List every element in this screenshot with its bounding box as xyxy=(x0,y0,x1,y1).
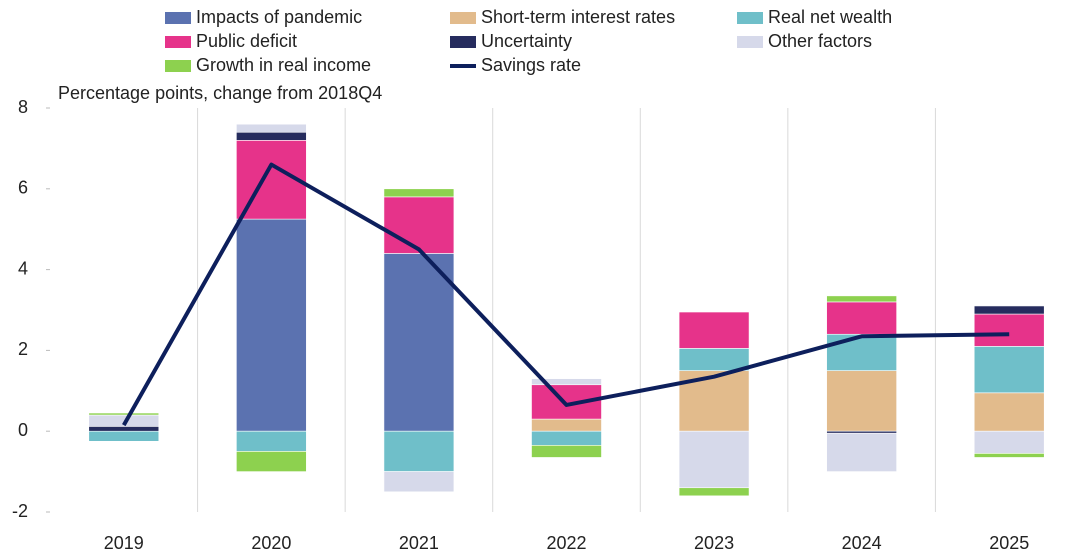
x-tick-label: 2021 xyxy=(399,533,439,553)
bar-segment xyxy=(383,471,455,493)
bar-segment xyxy=(88,430,160,442)
bar-segment xyxy=(383,253,455,432)
legend-label: Short-term interest rates xyxy=(481,7,675,27)
bar-segment xyxy=(531,378,602,386)
bar-segment xyxy=(678,311,750,349)
bar-segment xyxy=(826,301,897,335)
legend-swatch xyxy=(450,12,476,24)
bar-segment xyxy=(531,445,602,458)
bar-segment xyxy=(678,430,750,489)
legend-swatch xyxy=(165,36,191,48)
x-tick-label: 2020 xyxy=(251,533,291,553)
bar-segment xyxy=(88,426,160,432)
bar-segment xyxy=(236,451,307,472)
legend-label: Growth in real income xyxy=(196,55,371,75)
bar-segment xyxy=(678,487,750,497)
legend-label: Other factors xyxy=(768,31,872,51)
bar-segment xyxy=(236,430,307,452)
bar-segment xyxy=(236,123,307,133)
bar-segment xyxy=(383,430,455,472)
bar-segment xyxy=(531,418,602,432)
bar-segment xyxy=(826,295,897,303)
savings-line xyxy=(122,162,1010,427)
x-tick-label: 2019 xyxy=(104,533,144,553)
bar-segment xyxy=(826,432,897,472)
bar-segment xyxy=(973,430,1045,454)
x-tick-label: 2023 xyxy=(694,533,734,553)
bar-segment xyxy=(236,131,307,141)
bar-segment xyxy=(826,370,897,432)
legend-swatch xyxy=(737,12,763,24)
legend-label: Impacts of pandemic xyxy=(196,7,362,27)
bar-segment xyxy=(826,430,897,434)
bar-segment xyxy=(973,346,1045,394)
legend-label: Public deficit xyxy=(196,31,297,51)
y-tick-label: 2 xyxy=(18,339,28,359)
x-tick-label: 2022 xyxy=(546,533,586,553)
legend-label: Savings rate xyxy=(481,55,581,75)
bar-segment xyxy=(678,348,750,371)
y-tick-label: 4 xyxy=(18,258,28,278)
legend-label: Uncertainty xyxy=(481,31,572,51)
bar-segment xyxy=(88,412,160,416)
bar-segment xyxy=(826,333,897,371)
y-tick-label: 0 xyxy=(18,420,28,440)
bar-segment xyxy=(973,453,1045,458)
legend-swatch xyxy=(737,36,763,48)
x-tick-label: 2024 xyxy=(842,533,882,553)
bar-segment xyxy=(236,218,307,432)
bar-segment xyxy=(531,430,602,446)
chart-subtitle: Percentage points, change from 2018Q4 xyxy=(58,83,382,103)
bar-segment xyxy=(973,313,1045,347)
bar-segment xyxy=(383,188,455,198)
y-tick-label: 6 xyxy=(18,178,28,198)
bar-segment xyxy=(973,305,1045,315)
bar-segment xyxy=(383,196,455,254)
y-tick-label: -2 xyxy=(12,501,28,521)
legend-swatch xyxy=(450,36,476,48)
legend-swatch xyxy=(165,60,191,72)
legend-label: Real net wealth xyxy=(768,7,892,27)
y-tick-label: 8 xyxy=(18,97,28,117)
x-tick-label: 2025 xyxy=(989,533,1029,553)
legend-swatch xyxy=(165,12,191,24)
bar-segment xyxy=(973,392,1045,432)
